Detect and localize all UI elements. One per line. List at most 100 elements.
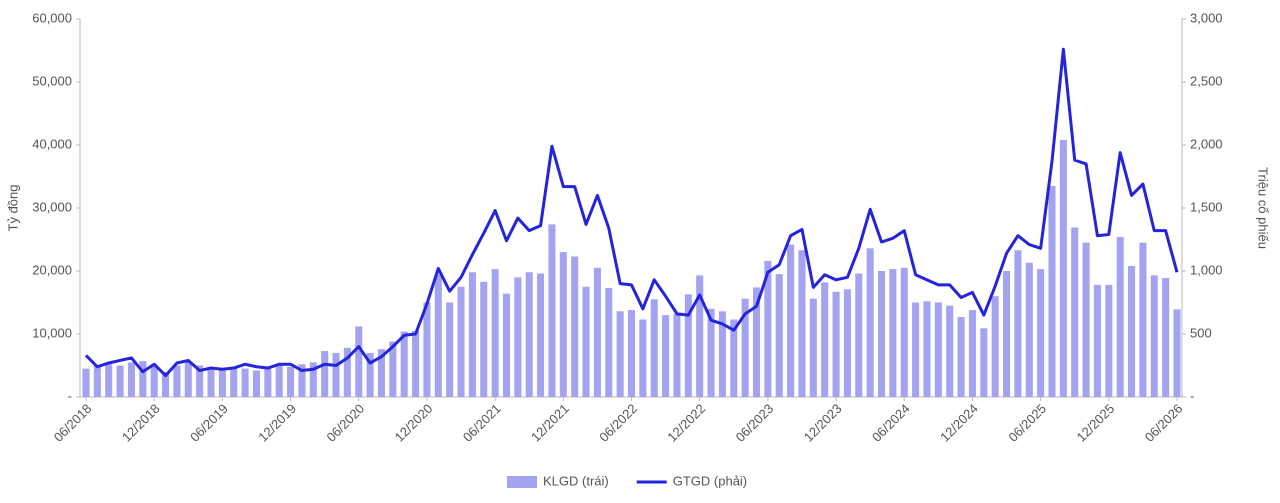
bar — [639, 319, 647, 397]
bar — [1059, 139, 1067, 397]
bar — [775, 274, 783, 397]
y2-tick-label: - — [1190, 388, 1194, 403]
bar — [82, 368, 90, 397]
bar — [684, 294, 692, 397]
bar — [832, 291, 840, 397]
x-tick-label: 12/2019 — [255, 401, 299, 445]
bar — [968, 310, 976, 397]
legend-label: KLGD (trái) — [543, 473, 609, 488]
bar — [1037, 269, 1045, 397]
bar — [1139, 242, 1147, 397]
bar — [275, 365, 283, 397]
x-tick-label: 06/2021 — [460, 401, 504, 445]
x-tick-label: 06/2026 — [1142, 401, 1186, 445]
bar — [1105, 284, 1113, 397]
bar — [139, 361, 147, 397]
bar — [1025, 262, 1033, 397]
bar — [718, 311, 726, 397]
x-tick-label: 12/2018 — [119, 401, 163, 445]
bar — [412, 330, 420, 397]
x-tick-label: 12/2021 — [528, 401, 572, 445]
bar — [116, 365, 124, 397]
bar — [252, 370, 260, 397]
bar — [162, 371, 170, 397]
bar — [582, 286, 590, 397]
bar — [321, 351, 329, 397]
bar — [241, 368, 249, 397]
bar — [366, 352, 374, 397]
bar — [514, 277, 522, 397]
bar — [752, 287, 761, 397]
bar — [912, 302, 920, 397]
x-tick-label: 06/2025 — [1005, 401, 1049, 445]
x-tick-label: 06/2018 — [51, 401, 95, 445]
bar — [423, 302, 431, 397]
y2-axis-title: Triệu cổ phiếu — [1256, 167, 1271, 249]
bar — [184, 362, 192, 397]
bar — [332, 352, 340, 397]
bar — [798, 250, 806, 397]
bar — [389, 341, 397, 397]
bar — [287, 366, 295, 397]
x-tick-label: 06/2024 — [869, 401, 913, 445]
bar — [264, 368, 272, 397]
x-tick-label: 06/2019 — [187, 401, 231, 445]
bar — [855, 273, 863, 397]
bar — [559, 252, 567, 397]
bar — [1173, 309, 1181, 397]
bar — [866, 248, 874, 397]
y2-tick-label: 3,000 — [1190, 10, 1223, 25]
y2-tick-label: 1,500 — [1190, 199, 1223, 214]
bar — [593, 267, 601, 397]
bar — [491, 269, 499, 397]
bar — [957, 316, 965, 397]
bar — [1014, 250, 1022, 397]
bar — [821, 282, 829, 397]
bar — [309, 362, 317, 397]
y-tick-label: 10,000 — [32, 325, 72, 340]
y-axis-title: Tỷ đồng — [5, 185, 20, 232]
bar — [605, 288, 613, 397]
y-tick-label: 30,000 — [32, 199, 72, 214]
bar — [230, 366, 238, 397]
bar — [343, 347, 351, 397]
bar — [1150, 275, 1158, 397]
bar — [616, 311, 624, 397]
bar — [502, 293, 511, 397]
bar — [93, 365, 101, 397]
bar — [673, 313, 681, 397]
bar — [105, 364, 113, 397]
bar — [764, 260, 772, 397]
legend-swatch — [507, 476, 537, 488]
bar — [1071, 227, 1079, 397]
bar — [741, 298, 749, 397]
x-tick-label: 06/2020 — [323, 401, 367, 445]
x-tick-label: 12/2024 — [937, 401, 981, 445]
y-tick-label: - — [68, 388, 72, 403]
x-tick-label: 06/2023 — [733, 401, 777, 445]
x-tick-label: 12/2022 — [664, 401, 708, 445]
bar — [218, 369, 226, 397]
bar — [809, 298, 817, 397]
bar — [707, 308, 715, 397]
bar — [400, 331, 408, 397]
bar — [548, 224, 556, 397]
y-tick-label: 60,000 — [32, 10, 72, 25]
bar — [923, 301, 931, 397]
y2-tick-label: 2,000 — [1190, 136, 1223, 151]
bar — [730, 319, 738, 397]
y-tick-label: 40,000 — [32, 136, 72, 151]
bar — [446, 302, 454, 397]
bar — [298, 364, 306, 397]
bar — [696, 275, 704, 397]
bar — [627, 310, 636, 397]
bar — [1003, 271, 1011, 397]
bar — [571, 256, 579, 397]
legend-label: GTGD (phải) — [673, 473, 747, 488]
bar — [150, 366, 158, 397]
bar — [1082, 242, 1090, 397]
x-tick-label: 06/2022 — [596, 401, 640, 445]
line — [84, 47, 1179, 378]
x-tick-label: 12/2023 — [801, 401, 845, 445]
